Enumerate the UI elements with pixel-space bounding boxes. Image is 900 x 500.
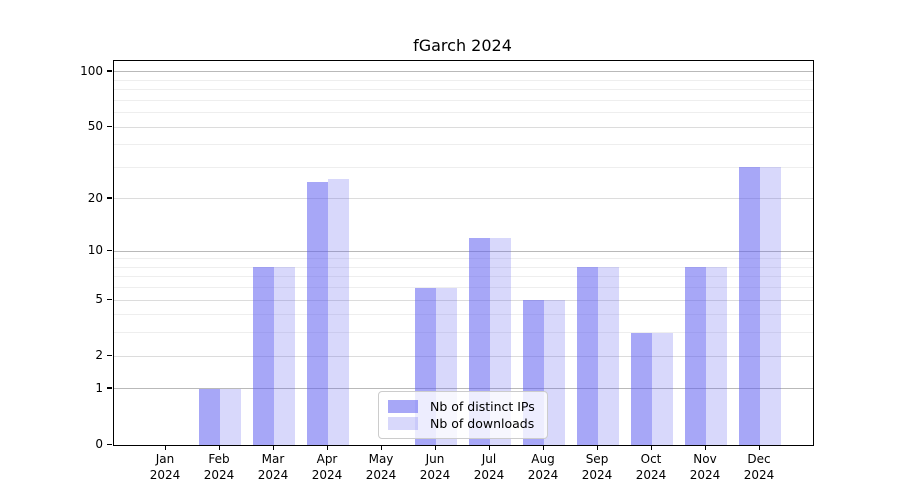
x-tick-label-nov: Nov 2024 bbox=[689, 452, 721, 482]
legend-label-downloads: Nb of downloads bbox=[430, 416, 535, 432]
x-tick-label-aug: Aug 2024 bbox=[527, 452, 559, 482]
legend: Nb of distinct IPs Nb of downloads bbox=[378, 391, 548, 439]
y-tick-20 bbox=[107, 197, 112, 199]
gridline-minor-3 bbox=[114, 332, 813, 334]
gridline-minor-6 bbox=[114, 287, 813, 289]
bar-mar-distinct-ips bbox=[253, 267, 274, 445]
y-tick-1 bbox=[107, 387, 112, 389]
gridline-minor-40 bbox=[114, 144, 813, 146]
x-tick-label-oct: Oct 2024 bbox=[635, 452, 667, 482]
x-tick-jul bbox=[488, 445, 490, 450]
y-tick-label-5: 5 bbox=[95, 292, 103, 307]
legend-label-distinct-ips: Nb of distinct IPs bbox=[430, 398, 535, 414]
x-tick-label-mar: Mar 2024 bbox=[257, 452, 289, 482]
y-tick-0 bbox=[107, 443, 112, 445]
gridline-5 bbox=[114, 299, 813, 301]
bar-mar-downloads bbox=[274, 267, 295, 445]
gridline-20 bbox=[114, 198, 813, 200]
x-tick-label-jun: Jun 2024 bbox=[419, 452, 451, 482]
gridline-minor-9 bbox=[114, 258, 813, 260]
x-tick-nov bbox=[704, 445, 706, 450]
bar-feb-downloads bbox=[220, 388, 241, 445]
bar-sep-distinct-ips bbox=[577, 267, 598, 445]
y-tick-5 bbox=[107, 298, 112, 301]
bar-aug-downloads bbox=[544, 300, 565, 445]
gridline-50 bbox=[114, 126, 813, 128]
x-tick-label-jul: Jul 2024 bbox=[473, 452, 505, 482]
x-tick-jun bbox=[434, 445, 436, 450]
gridline-minor-4 bbox=[114, 314, 813, 316]
gridline-minor-80 bbox=[114, 89, 813, 91]
legend-swatch-downloads bbox=[388, 417, 418, 431]
x-tick-oct bbox=[650, 445, 652, 450]
bars-layer bbox=[114, 61, 813, 445]
x-tick-label-jan: Jan 2024 bbox=[149, 452, 181, 482]
y-tick-label-50: 50 bbox=[87, 119, 103, 134]
y-tick-2 bbox=[107, 354, 112, 357]
x-tick-label-sep: Sep 2024 bbox=[581, 452, 613, 482]
y-tick-label-10: 10 bbox=[87, 243, 103, 258]
legend-swatch-distinct-ips bbox=[388, 399, 418, 413]
bar-apr-downloads bbox=[328, 178, 349, 445]
x-tick-label-dec: Dec 2024 bbox=[743, 452, 775, 482]
x-tick-label-apr: Apr 2024 bbox=[311, 452, 343, 482]
y-tick-label-2: 2 bbox=[95, 348, 103, 363]
x-tick-apr bbox=[326, 445, 328, 450]
plot-area: Nb of distinct IPs Nb of downloads bbox=[113, 60, 814, 446]
gridline-minor-90 bbox=[114, 79, 813, 81]
x-tick-label-may: May 2024 bbox=[365, 452, 397, 482]
y-tick-50 bbox=[107, 125, 112, 127]
gridline-2 bbox=[114, 355, 813, 357]
bar-oct-downloads bbox=[652, 332, 673, 445]
y-tick-label-100: 100 bbox=[80, 63, 103, 78]
bar-dec-distinct-ips bbox=[739, 167, 760, 445]
y-tick-label-0: 0 bbox=[95, 437, 103, 451]
x-tick-dec bbox=[758, 445, 760, 450]
gridline-minor-7 bbox=[114, 276, 813, 278]
x-tick-jan bbox=[164, 445, 166, 450]
bar-nov-downloads bbox=[706, 267, 727, 445]
gridline-minor-8 bbox=[114, 266, 813, 268]
legend-row-distinct-ips: Nb of distinct IPs bbox=[388, 399, 538, 414]
y-tick-label-20: 20 bbox=[87, 190, 103, 205]
bar-dec-downloads bbox=[760, 167, 781, 445]
gridline-minor-60 bbox=[114, 112, 813, 114]
y-tick-label-1: 1 bbox=[95, 380, 103, 395]
bar-nov-distinct-ips bbox=[685, 267, 706, 445]
gridline-1 bbox=[114, 388, 813, 390]
gridline-100 bbox=[114, 71, 813, 73]
x-tick-sep bbox=[596, 445, 598, 450]
legend-row-downloads: Nb of downloads bbox=[388, 416, 538, 431]
y-tick-100 bbox=[107, 70, 112, 72]
gridline-minor-70 bbox=[114, 99, 813, 101]
gridlines-layer bbox=[114, 61, 813, 445]
x-tick-label-feb: Feb 2024 bbox=[203, 452, 235, 482]
x-tick-may bbox=[380, 445, 382, 450]
x-tick-feb bbox=[218, 445, 220, 450]
chart-title: fGarch 2024 bbox=[413, 36, 512, 55]
bar-apr-distinct-ips bbox=[307, 181, 328, 445]
bar-feb-distinct-ips bbox=[199, 388, 220, 445]
bar-oct-distinct-ips bbox=[631, 332, 652, 445]
gridline-10 bbox=[114, 250, 813, 252]
gridline-minor-30 bbox=[114, 166, 813, 168]
x-tick-aug bbox=[542, 445, 544, 450]
y-tick-10 bbox=[107, 249, 112, 251]
bar-sep-downloads bbox=[598, 267, 619, 445]
x-tick-mar bbox=[272, 445, 274, 450]
